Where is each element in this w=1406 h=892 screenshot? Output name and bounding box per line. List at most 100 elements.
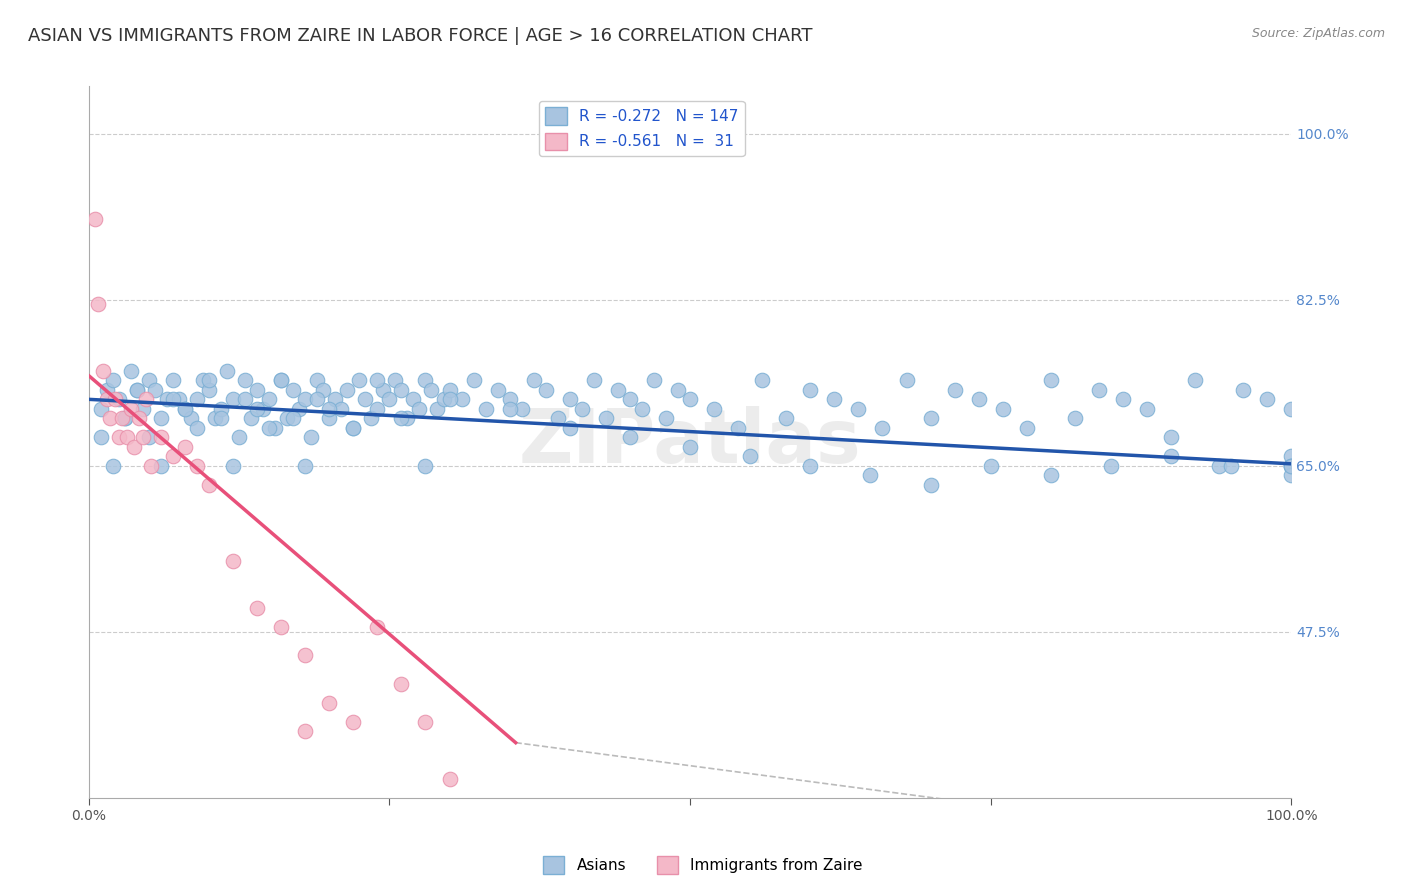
Point	[132, 430, 155, 444]
Point	[463, 373, 485, 387]
Point	[439, 383, 461, 397]
Point	[606, 383, 628, 397]
Text: Source: ZipAtlas.com: Source: ZipAtlas.com	[1251, 27, 1385, 40]
Point	[342, 421, 364, 435]
Point	[104, 392, 127, 407]
Point	[1099, 458, 1122, 473]
Point	[318, 696, 340, 710]
Point	[120, 401, 142, 416]
Point	[114, 411, 136, 425]
Point	[330, 401, 353, 416]
Point	[1279, 401, 1302, 416]
Point	[523, 373, 546, 387]
Point	[233, 373, 256, 387]
Point	[1279, 458, 1302, 473]
Point	[257, 421, 280, 435]
Point	[174, 401, 197, 416]
Point	[233, 392, 256, 407]
Point	[727, 421, 749, 435]
Point	[703, 401, 725, 416]
Point	[198, 373, 221, 387]
Point	[174, 440, 197, 454]
Point	[204, 411, 226, 425]
Point	[775, 411, 797, 425]
Point	[222, 392, 245, 407]
Point	[872, 421, 894, 435]
Point	[631, 401, 654, 416]
Point	[534, 383, 557, 397]
Point	[342, 421, 364, 435]
Point	[101, 373, 124, 387]
Point	[198, 477, 221, 491]
Point	[336, 383, 359, 397]
Point	[149, 411, 172, 425]
Point	[307, 373, 329, 387]
Point	[294, 392, 316, 407]
Point	[149, 430, 172, 444]
Point	[666, 383, 689, 397]
Point	[294, 648, 316, 663]
Point	[323, 392, 346, 407]
Point	[143, 383, 166, 397]
Point	[498, 392, 520, 407]
Point	[558, 421, 581, 435]
Point	[396, 411, 419, 425]
Point	[1160, 449, 1182, 463]
Point	[107, 392, 129, 407]
Point	[415, 458, 437, 473]
Point	[486, 383, 509, 397]
Point	[848, 401, 870, 416]
Point	[967, 392, 990, 407]
Point	[1160, 430, 1182, 444]
Point	[318, 401, 340, 416]
Point	[1279, 468, 1302, 483]
Legend: R = -0.272   N = 147, R = -0.561   N =  31: R = -0.272 N = 147, R = -0.561 N = 31	[540, 101, 745, 156]
Point	[439, 392, 461, 407]
Point	[1208, 458, 1230, 473]
Point	[270, 373, 292, 387]
Point	[209, 401, 232, 416]
Point	[474, 401, 496, 416]
Point	[307, 392, 329, 407]
Point	[415, 373, 437, 387]
Point	[1039, 373, 1062, 387]
Point	[1039, 468, 1062, 483]
Point	[222, 458, 245, 473]
Point	[228, 430, 250, 444]
Point	[391, 677, 413, 691]
Point	[215, 364, 238, 378]
Point	[141, 458, 163, 473]
Point	[547, 411, 569, 425]
Point	[283, 383, 305, 397]
Point	[439, 772, 461, 786]
Point	[1220, 458, 1243, 473]
Point	[510, 401, 533, 416]
Point	[342, 714, 364, 729]
Point	[1112, 392, 1135, 407]
Point	[432, 392, 454, 407]
Point	[114, 411, 136, 425]
Point	[186, 458, 208, 473]
Point	[859, 468, 882, 483]
Point	[209, 411, 232, 425]
Point	[1279, 449, 1302, 463]
Point	[101, 458, 124, 473]
Point	[312, 383, 335, 397]
Point	[1279, 458, 1302, 473]
Point	[426, 401, 449, 416]
Point	[96, 392, 118, 407]
Point	[167, 392, 190, 407]
Point	[90, 401, 112, 416]
Point	[655, 411, 678, 425]
Point	[450, 392, 472, 407]
Point	[246, 601, 269, 615]
Point	[1063, 411, 1085, 425]
Point	[264, 421, 287, 435]
Point	[378, 392, 401, 407]
Point	[276, 411, 298, 425]
Point	[391, 411, 413, 425]
Point	[571, 401, 593, 416]
Point	[799, 383, 821, 397]
Point	[120, 364, 142, 378]
Point	[125, 383, 148, 397]
